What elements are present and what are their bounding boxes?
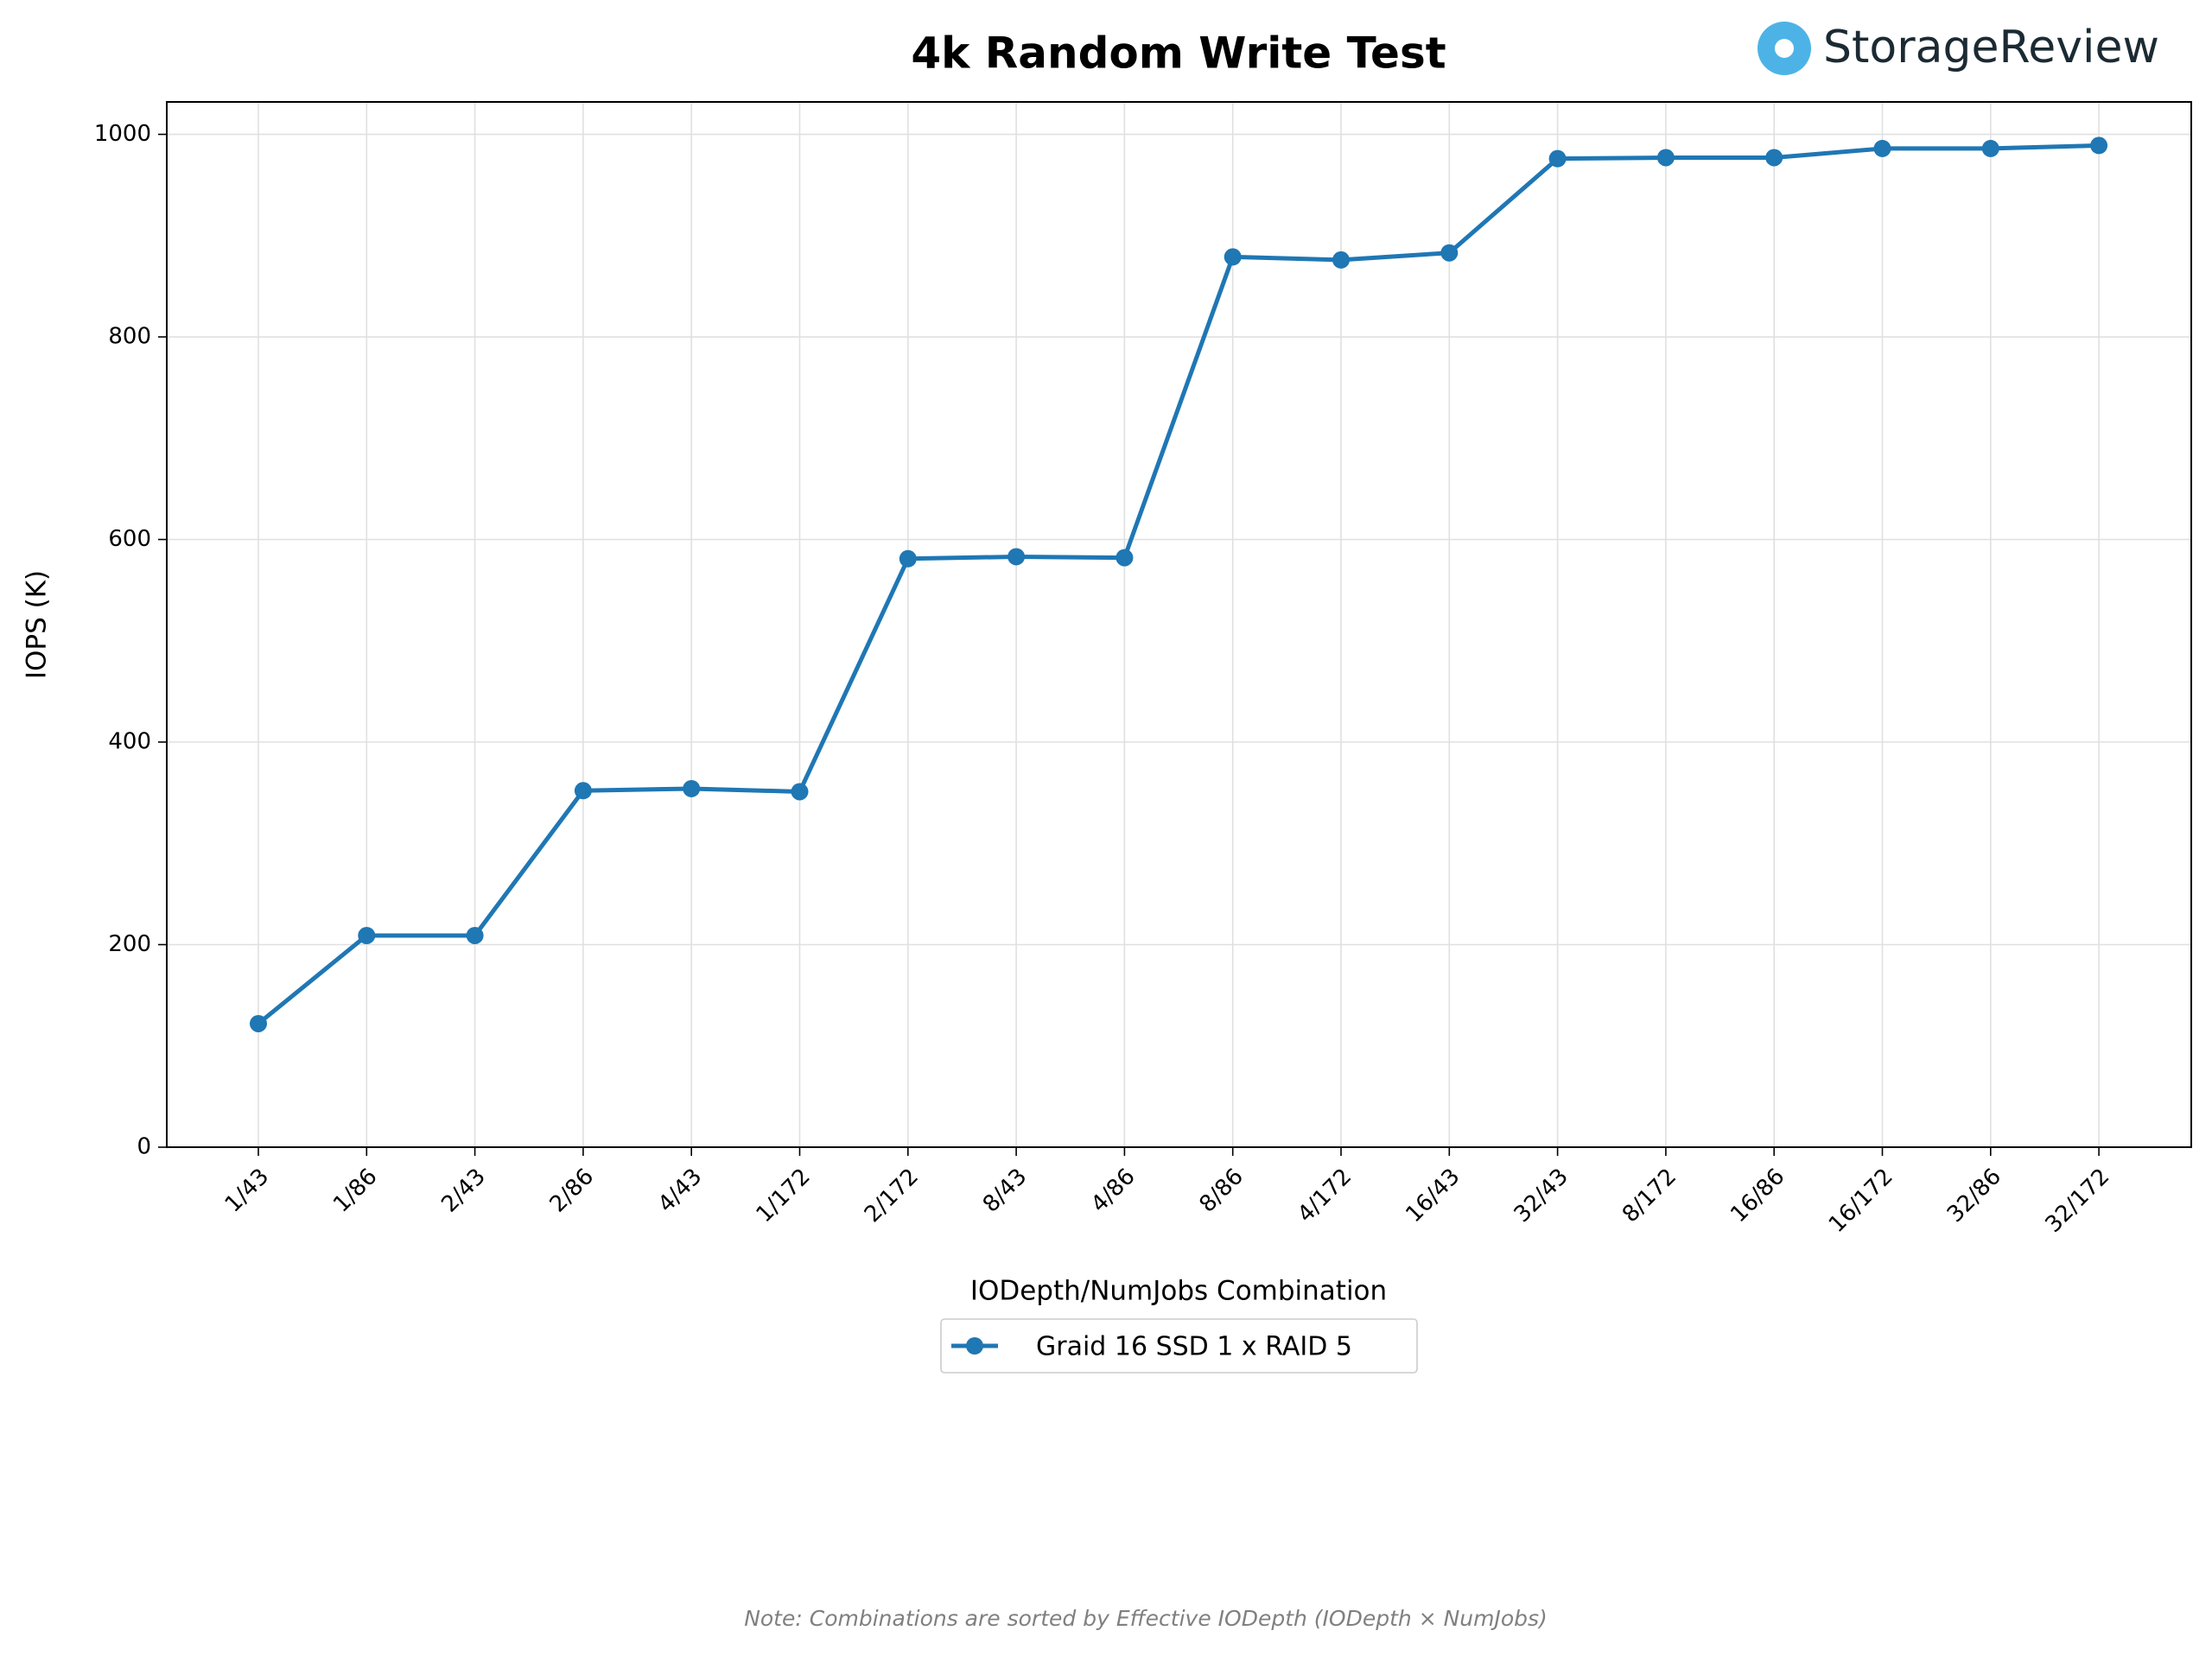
data-point [2090, 136, 2108, 155]
x-axis-label: IODepth/NumJobs Combination [970, 1276, 1387, 1307]
legend-marker [966, 1337, 983, 1355]
data-point [1440, 244, 1459, 262]
y-tick-label: 800 [108, 324, 151, 350]
y-tick-label: 1000 [94, 121, 151, 147]
y-tick-label: 400 [108, 729, 151, 755]
chart-title: 4k Random Write Test [911, 29, 1446, 79]
data-point [574, 782, 592, 800]
data-point [1765, 149, 1783, 167]
data-point [358, 926, 376, 944]
logo: StorageReview [1758, 22, 2159, 75]
data-point [1007, 548, 1026, 566]
data-point [466, 926, 484, 944]
data-point [1224, 248, 1242, 266]
logo-icon-hole [1775, 39, 1794, 58]
y-tick-label: 600 [108, 526, 151, 552]
legend-box [940, 1318, 1418, 1374]
data-point [1981, 139, 1999, 157]
data-point [250, 1014, 267, 1032]
y-tick-label: 200 [108, 931, 151, 957]
data-point [1656, 149, 1675, 167]
legend: Graid 16 SSD 1 x RAID 5 [940, 1318, 1418, 1374]
data-point [1548, 149, 1567, 168]
logo-text: StorageReview [1823, 22, 2159, 73]
data-point [899, 549, 917, 568]
data-point [683, 779, 701, 797]
plot-frame [166, 101, 2192, 1148]
data-point [791, 783, 809, 801]
data-point [1873, 139, 1891, 157]
legend-label: Graid 16 SSD 1 x RAID 5 [1036, 1332, 1352, 1362]
series-line [257, 143, 2100, 1025]
y-tick-label: 0 [137, 1134, 151, 1160]
y-axis-label: IOPS (K) [22, 570, 53, 679]
note: Note: Combinations are sorted by Effecti… [744, 1606, 1548, 1631]
data-point [1116, 549, 1134, 567]
data-point [1332, 251, 1350, 269]
